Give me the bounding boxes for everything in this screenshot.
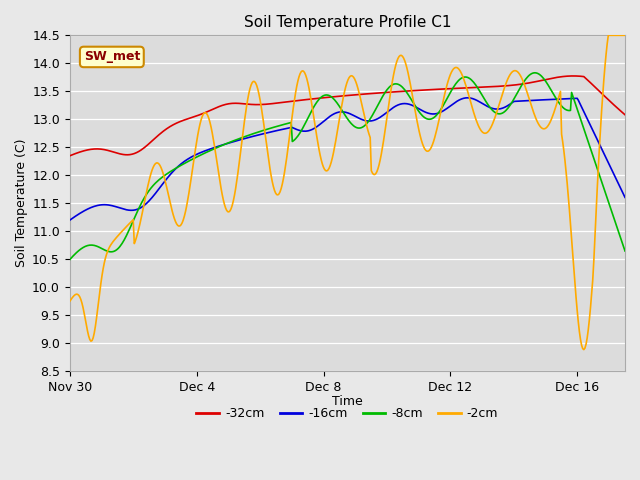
Title: Soil Temperature Profile C1: Soil Temperature Profile C1	[244, 15, 451, 30]
Y-axis label: Soil Temperature (C): Soil Temperature (C)	[15, 139, 28, 267]
Legend: -32cm, -16cm, -8cm, -2cm: -32cm, -16cm, -8cm, -2cm	[191, 402, 503, 425]
X-axis label: Time: Time	[332, 395, 363, 408]
Text: SW_met: SW_met	[84, 50, 140, 63]
